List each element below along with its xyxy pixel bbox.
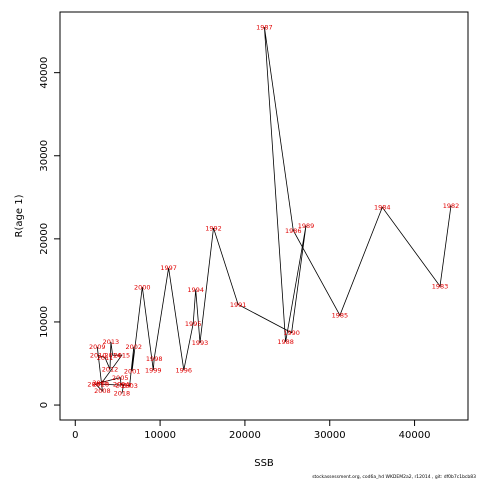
point-label-1999: 1999 [145,366,162,374]
point-label-2018: 2018 [114,390,131,398]
point-label-2012: 2012 [102,366,119,374]
series-path-group [94,26,452,394]
point-label-1986: 1986 [285,227,302,235]
point-label-2011: 2011 [97,354,114,362]
y-tick-label: 40000 [39,57,50,89]
point-label-1990: 1990 [283,329,300,337]
x-axis: 0 10000 20000 30000 40000 [72,420,430,441]
point-label-2015: 2015 [114,352,131,360]
point-label-1996: 1996 [176,366,193,374]
footer-credit: stockassessment.org, cod6a_hd WKDEM2a2, … [312,474,476,480]
point-label-1989: 1989 [298,222,315,230]
x-tick-label: 20000 [229,430,261,441]
point-label-1994: 1994 [187,286,204,294]
point-label-2013: 2013 [103,338,120,346]
point-label-2002: 2002 [126,343,143,351]
point-label-1992: 1992 [205,224,222,232]
year-labels-group: 1982 1983 1984 1985 1986 1987 1988 1989 1990 1991… [87,23,459,397]
x-tick-label: 30000 [314,430,346,441]
y-axis-label: R(age 1) [14,194,25,237]
point-label-2001: 2001 [124,367,141,375]
point-label-2003: 2003 [121,382,138,390]
point-label-2017: 2017 [115,381,132,389]
point-label-2005: 2005 [112,374,129,382]
point-label-2004: 2004 [113,381,130,389]
point-label-1987: 1987 [256,23,273,31]
x-tick-label: 10000 [144,430,176,441]
point-label-2010: 2010 [90,352,107,360]
point-label-2007: 2007 [87,381,104,389]
point-label-1995: 1995 [185,320,202,328]
point-label-2014: 2014 [104,352,121,360]
point-label-1984: 1984 [374,204,391,212]
point-label-1998: 1998 [146,355,163,363]
point-label-1988: 1988 [277,338,294,346]
point-label-2016: 2016 [92,381,109,389]
y-tick-label: 0 [39,402,50,408]
point-label-2006: 2006 [92,379,109,387]
point-label-1991: 1991 [230,301,247,309]
point-label-1983: 1983 [432,283,449,291]
point-label-1982: 1982 [443,202,460,210]
plot-frame [59,11,469,421]
x-axis-label: SSB [254,458,274,469]
point-label-2000: 2000 [134,283,151,291]
series-line [94,26,452,394]
y-tick-label: 10000 [39,306,50,338]
point-label-2009: 2009 [89,343,106,351]
y-tick-label: 30000 [39,140,50,172]
point-label-1993: 1993 [192,339,209,347]
point-label-2008: 2008 [94,387,111,395]
x-tick-label: 0 [72,430,78,441]
x-tick-label: 40000 [399,430,431,441]
point-label-1985: 1985 [332,312,349,320]
y-tick-label: 20000 [39,223,50,255]
y-axis: 0 10000 20000 30000 40000 [39,57,60,408]
point-label-1997: 1997 [160,264,177,272]
